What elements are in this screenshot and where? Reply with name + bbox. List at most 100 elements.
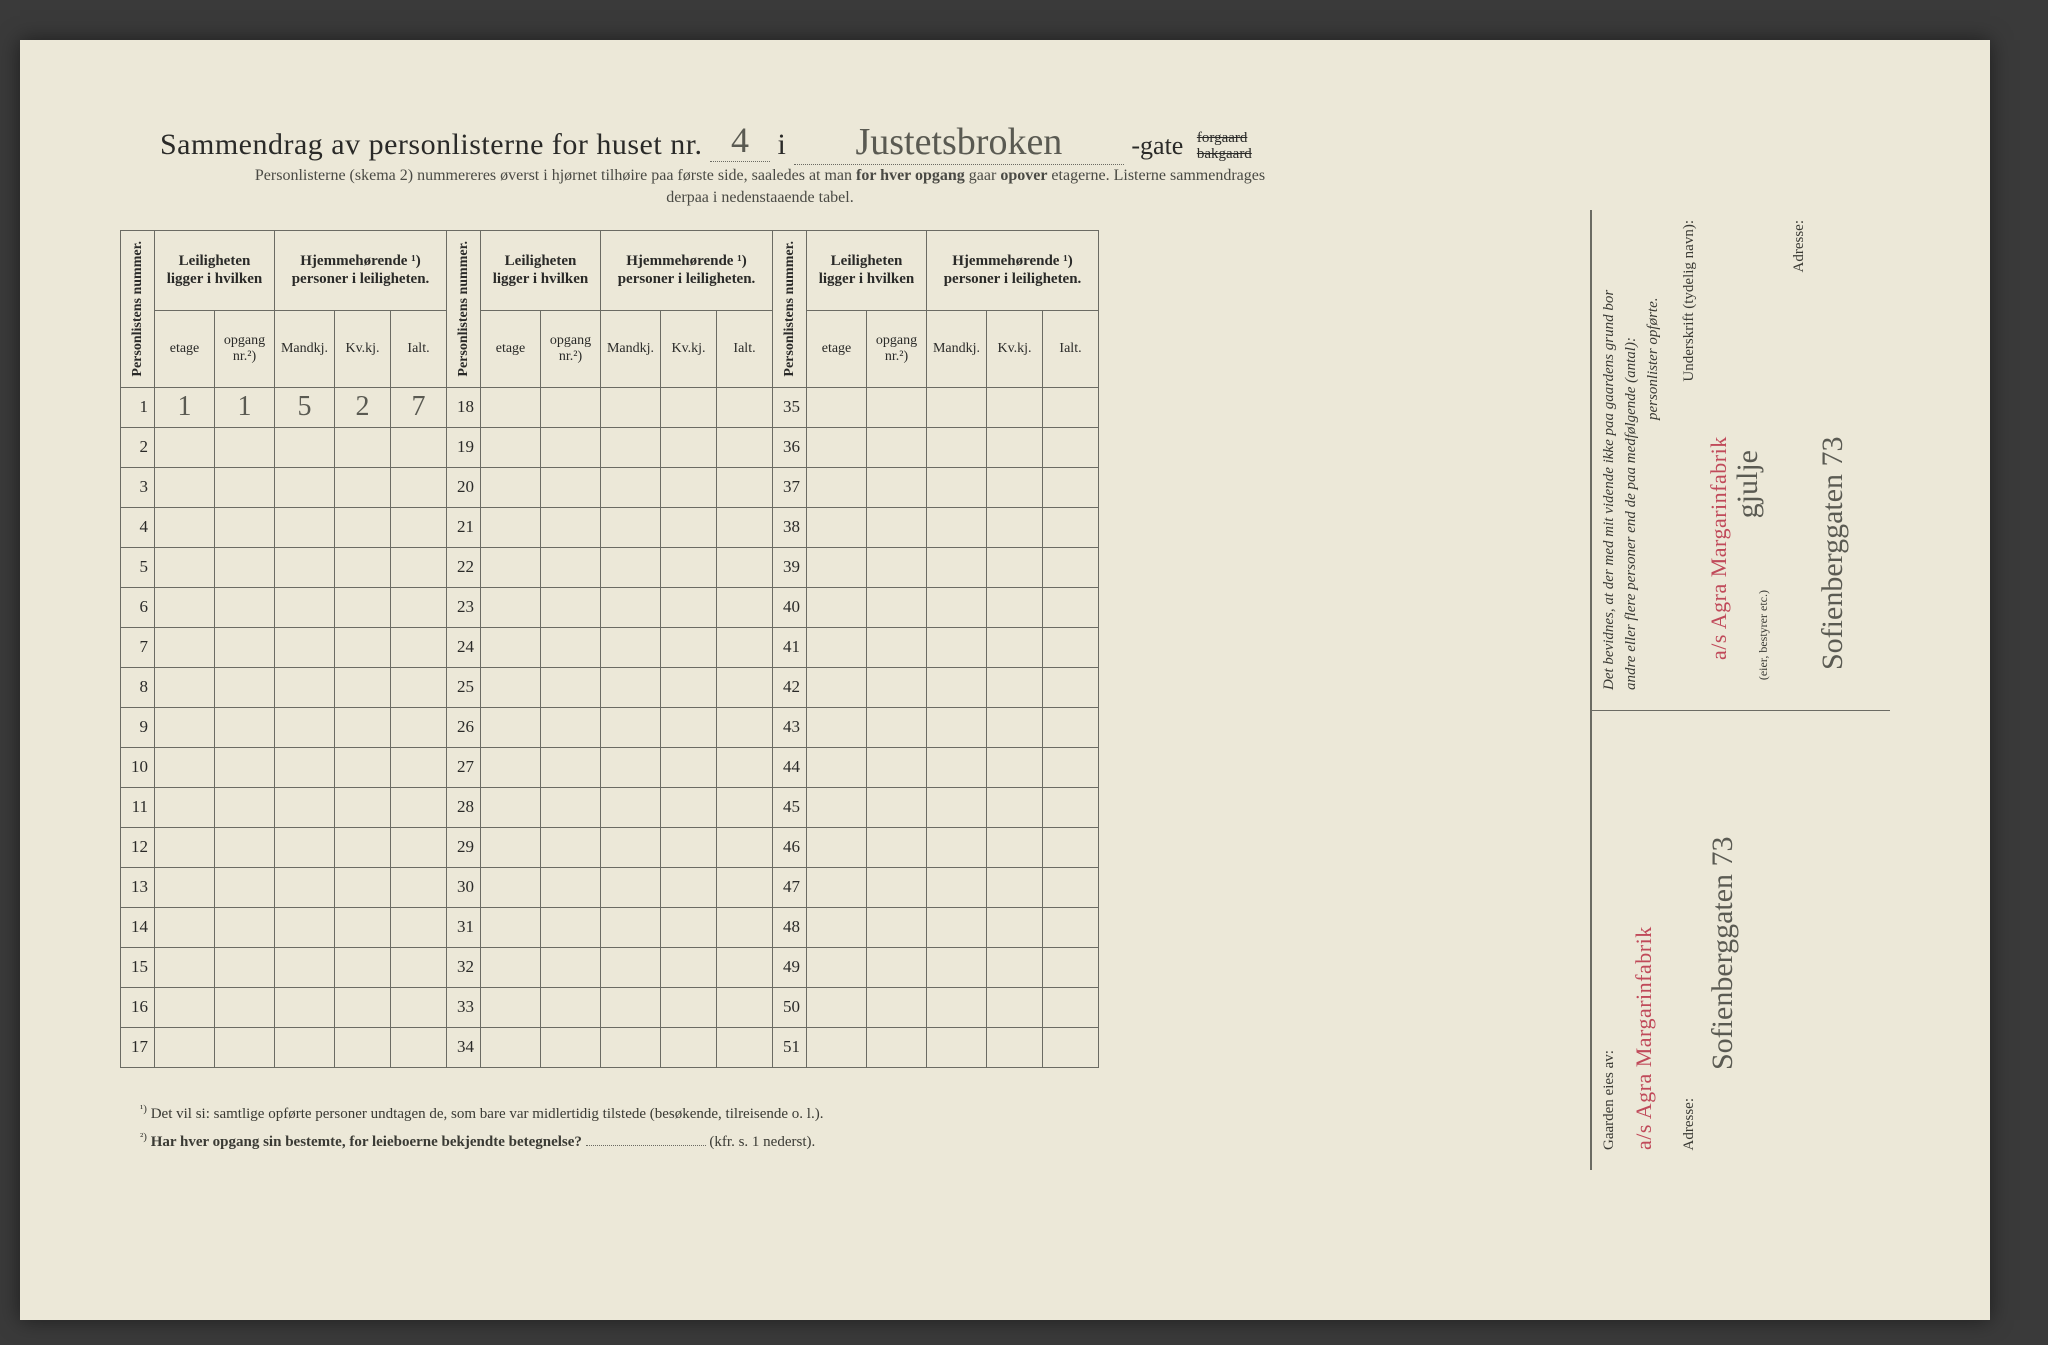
underskrift-label: Underskrift (tydelig navn):: [1681, 220, 1698, 382]
cell-opgang: [867, 987, 927, 1027]
census-summary-sheet: Sammendrag av personlisterne for huset n…: [20, 40, 1990, 1320]
cell-k: [335, 827, 391, 867]
cell-m: [601, 707, 661, 747]
cell-etage: [155, 667, 215, 707]
cell-k: [335, 747, 391, 787]
cell-etage: [481, 707, 541, 747]
cell-opgang: [215, 707, 275, 747]
cell-i: [1043, 627, 1099, 667]
cell-m: [275, 947, 335, 987]
signatory-address: Sofienberggaten 73: [1816, 290, 1850, 670]
cell-k: [335, 787, 391, 827]
cell-i: [717, 867, 773, 907]
cell-opgang: [867, 507, 927, 547]
cell-k: [661, 1027, 717, 1067]
cell-k: [335, 947, 391, 987]
cell-k: [987, 467, 1043, 507]
cell-opgang: [867, 867, 927, 907]
title-prefix: Sammendrag av personlisterne for huset n…: [160, 128, 703, 161]
cell-i: [1043, 907, 1099, 947]
row-number: 8: [121, 667, 155, 707]
cell-i: [1043, 827, 1099, 867]
bevidnes-line-1: Det bevidnes, at der med mit vidende ikk…: [1601, 220, 1618, 690]
adresse-label-upper: Adresse:: [1791, 220, 1808, 273]
cell-opgang: [867, 427, 927, 467]
cell-k: [987, 787, 1043, 827]
cell-m: [275, 787, 335, 827]
cell-etage: [481, 667, 541, 707]
row-number: 15: [121, 947, 155, 987]
row-number: 47: [773, 867, 807, 907]
row-number: 43: [773, 707, 807, 747]
col-mandkj-2: Mandkj.: [601, 311, 661, 387]
cell-etage: [155, 907, 215, 947]
table-row: 21936: [121, 427, 1099, 467]
cell-opgang: [867, 827, 927, 867]
row-number: 12: [121, 827, 155, 867]
cell-etage: [807, 827, 867, 867]
cell-opgang: [867, 1027, 927, 1067]
cell-opgang: [541, 907, 601, 947]
cell-k: [335, 467, 391, 507]
cell-opgang: [541, 827, 601, 867]
cell-i: [391, 747, 447, 787]
owner-stamp: a/s Agra Margarinfabrik: [1631, 730, 1657, 1150]
col-personlistens-1: Personlistens nummer.: [121, 231, 155, 388]
cell-i: [1043, 747, 1099, 787]
footnote-2-text: Har hver opgang sin bestemte, for leiebo…: [151, 1134, 582, 1150]
title-gate: -gate: [1131, 131, 1183, 160]
cell-opgang: [541, 507, 601, 547]
cell-m: [275, 507, 335, 547]
col-ialt-3: Ialt.: [1043, 311, 1099, 387]
cell-k: [335, 667, 391, 707]
footnote-2-tail: (kfr. s. 1 nederst).: [709, 1134, 815, 1150]
cell-etage: [155, 747, 215, 787]
cell-k: [987, 547, 1043, 587]
cell-m: [275, 547, 335, 587]
cell-m: [275, 667, 335, 707]
cell-etage: [155, 987, 215, 1027]
cell-k: [661, 427, 717, 467]
cell-etage: [807, 627, 867, 667]
row-number: 32: [447, 947, 481, 987]
table-row: 133047: [121, 867, 1099, 907]
cell-opgang: [867, 667, 927, 707]
cell-etage: [481, 507, 541, 547]
cell-m: [927, 387, 987, 427]
footnotes: ¹) Det vil si: samtlige opførte personer…: [140, 1100, 1190, 1155]
row-number: 48: [773, 907, 807, 947]
cell-opgang: [215, 507, 275, 547]
cell-opgang: [215, 667, 275, 707]
cell-opgang: [215, 947, 275, 987]
cell-i: [717, 747, 773, 787]
cell-k: [987, 747, 1043, 787]
cell-opgang: [541, 547, 601, 587]
cell-k: [987, 507, 1043, 547]
eier-bestyrer-label: (eier, bestyrer etc.): [1756, 590, 1771, 680]
cell-i: [1043, 947, 1099, 987]
cell-opgang: [541, 1027, 601, 1067]
cell-etage: [155, 827, 215, 867]
subtitle-l1c: gaar: [969, 167, 1001, 184]
cell-m: [927, 467, 987, 507]
cell-k: [335, 427, 391, 467]
cell-i: [1043, 667, 1099, 707]
cell-etage: [481, 547, 541, 587]
cell-opgang: [215, 787, 275, 827]
cell-i: [717, 707, 773, 747]
table-row: 62340: [121, 587, 1099, 627]
cell-m: [927, 947, 987, 987]
table-row: 52239: [121, 547, 1099, 587]
cell-etage: [155, 467, 215, 507]
cell-m: [601, 387, 661, 427]
row-number: 36: [773, 427, 807, 467]
row-number: 29: [447, 827, 481, 867]
table-row: 122946: [121, 827, 1099, 867]
col-leiligheten-2: Leiligheten ligger i hvilken: [481, 231, 601, 311]
col-hjemmehorende-1: Hjemmehørende ¹) personer i leiligheten.: [275, 231, 447, 311]
table-row: 163350: [121, 987, 1099, 1027]
cell-m: [601, 987, 661, 1027]
cell-i: [391, 827, 447, 867]
gaarden-eies-av-label: Gaarden eies av:: [1601, 750, 1618, 1150]
cell-m: [275, 587, 335, 627]
